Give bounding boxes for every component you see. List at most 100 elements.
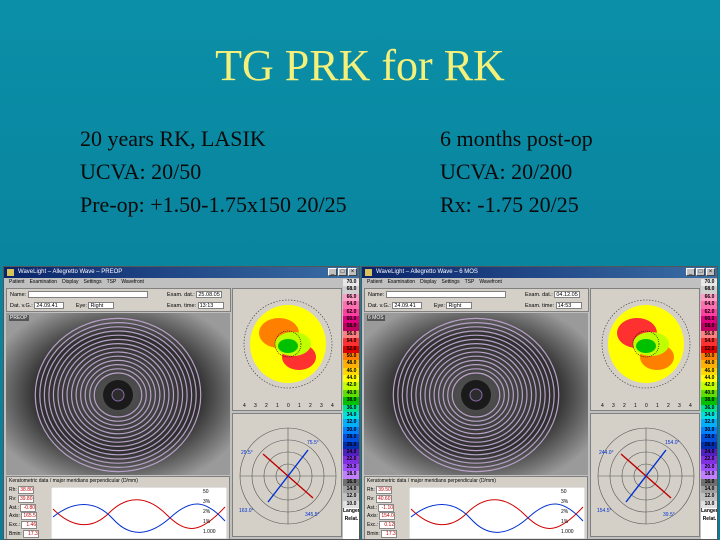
slide-title: TG PRK for RK	[215, 41, 505, 90]
profile-scale-label: 50	[203, 489, 209, 495]
postop-info: 6 months post-op UCVA: 20/200 Rx: -1.75 …	[440, 122, 593, 221]
placido-ring	[424, 347, 528, 443]
scale-step: 22.0	[701, 456, 717, 464]
minimize-button[interactable]: _	[686, 268, 695, 276]
scale-step: 14.0	[343, 485, 359, 494]
placido-ring	[66, 347, 170, 443]
scale-step: 66.0	[343, 293, 359, 302]
close-button[interactable]: ×	[348, 268, 357, 276]
menu-item[interactable]: Display	[420, 279, 437, 285]
scale-step: 68.0	[701, 286, 717, 294]
postop-line-2: UCVA: 20/200	[440, 159, 573, 184]
menu-item[interactable]: Wavefront	[121, 279, 144, 285]
profile-scale-label: 2%	[561, 509, 569, 515]
map-axis-tick: 4	[331, 403, 334, 409]
scale-step: 18.0	[701, 471, 717, 479]
menu-bar: Patient Examination Display Settings TSP Wave…	[362, 278, 717, 287]
maximize-button[interactable]: □	[696, 268, 705, 276]
eye-field[interactable]: Right	[446, 302, 473, 309]
placido-image[interactable]: 6 MOS	[364, 313, 588, 475]
menu-item[interactable]: Examination	[29, 279, 58, 285]
menu-item[interactable]: Wavefront	[479, 279, 502, 285]
menu-item[interactable]: Settings	[441, 279, 460, 285]
exam-time-field[interactable]: 13:13	[197, 302, 224, 309]
scale-step: 64.0	[701, 301, 717, 309]
exam-date-field[interactable]: 25.08.05	[196, 291, 223, 298]
placido-ring	[75, 355, 161, 435]
postop-topography-window: WaveLight – Allegretto Wave – 6 MOS _ □ …	[361, 266, 718, 540]
placido-ring	[428, 351, 524, 439]
exam-date-label: Exam. dat.:	[525, 291, 553, 298]
eye-field[interactable]: Right	[88, 302, 115, 309]
placido-ring	[419, 342, 533, 448]
profile-scale-label: 3%	[203, 499, 211, 505]
scale-step: 14.0	[701, 485, 717, 494]
maximize-button[interactable]: □	[338, 268, 347, 276]
eye-label: Eye:	[433, 302, 445, 309]
window-title: WaveLight – Allegretto Wave – 6 MOS	[376, 269, 478, 275]
menu-item[interactable]: TSP	[106, 279, 117, 285]
polar-plot[interactable]: 29.5° 75.5° 163.0° 345.5°	[232, 413, 342, 537]
scale-step: 18.0	[343, 471, 359, 479]
scale-step: 58.0	[343, 323, 359, 331]
angle-label-4: 39.5°	[663, 512, 675, 518]
scale-step: 36.0	[701, 404, 717, 413]
placido-ring	[433, 355, 519, 435]
scale-step: Langen	[701, 508, 718, 516]
scale-step: 50.0	[701, 352, 717, 361]
keratometry-row: Exc.: 0.12	[367, 521, 396, 530]
curvature-map[interactable]: 4 3 2 1 0 1 2 3 4	[232, 288, 342, 411]
scale-step: 32.0	[343, 419, 359, 427]
curvature-map[interactable]: 4 3 2 1 0 1 2 3 4	[590, 288, 700, 411]
menu-item[interactable]: Patient	[9, 279, 25, 285]
dob-field[interactable]: 24.09.41	[34, 302, 65, 309]
scale-step: 38.0	[701, 397, 717, 405]
exam-time-label: Exam. time:	[525, 302, 555, 309]
dob-field[interactable]: 24.09.41	[392, 302, 423, 309]
placido-ring	[48, 330, 188, 460]
angle-label-1: 244.0°	[599, 450, 614, 456]
name-field[interactable]	[385, 291, 506, 298]
profile-scale-label: 1.000	[561, 529, 574, 535]
menu-item[interactable]: Patient	[367, 279, 383, 285]
menu-item[interactable]: Settings	[83, 279, 102, 285]
angle-label-4: 345.5°	[305, 512, 320, 518]
menu-item[interactable]: Display	[62, 279, 79, 285]
postop-line-3: Rx: -1.75 20/25	[440, 192, 579, 217]
menu-bar: Patient Examination Display Settings TSP Wave…	[4, 278, 359, 287]
name-field[interactable]	[27, 291, 148, 298]
polar-plot-graphic: 29.5° 75.5° 163.0° 345.5°	[239, 427, 337, 525]
exam-date-field[interactable]: 04.12.05	[554, 291, 581, 298]
map-axis-tick: 1	[634, 403, 637, 409]
menu-item[interactable]: TSP	[464, 279, 475, 285]
polar-plot[interactable]: 244.0° 154.0° 154.5° 39.5°	[590, 413, 700, 537]
scale-step: 52.0	[701, 345, 717, 353]
scale-step: 66.0	[701, 293, 717, 302]
app-icon	[365, 269, 372, 276]
exam-time-field[interactable]: 14:53	[555, 302, 582, 309]
placido-image[interactable]: PREOP	[6, 313, 230, 475]
placido-ring	[39, 321, 197, 469]
image-label: 6 MOS	[367, 315, 385, 321]
profile-scale-label: 3%	[561, 499, 569, 505]
scale-step: 42.0	[701, 382, 717, 390]
scale-step: 26.0	[343, 441, 359, 449]
title-bar[interactable]: WaveLight – Allegretto Wave – 6 MOS _ □ …	[362, 267, 717, 278]
keratometry-row: Rh: 39.50	[367, 486, 392, 494]
close-button[interactable]: ×	[706, 268, 715, 276]
scale-step: 46.0	[343, 367, 359, 376]
scale-step: 26.0	[701, 441, 717, 449]
scale-step: 12.0	[343, 493, 359, 501]
polar-plot-graphic: 244.0° 154.0° 154.5° 39.5°	[597, 427, 695, 525]
map-axis-tick: 1	[276, 403, 279, 409]
scale-step: 48.0	[701, 360, 717, 368]
scale-step: 12.0	[701, 493, 717, 501]
placido-ring	[43, 326, 193, 464]
keratometry-header: Keratometric data / major meridians perp…	[9, 478, 138, 484]
menu-item[interactable]: Examination	[387, 279, 416, 285]
scale-step: 22.0	[343, 456, 359, 464]
title-bar[interactable]: WaveLight – Allegretto Wave – PREOP _ □ …	[4, 267, 359, 278]
minimize-button[interactable]: _	[328, 268, 337, 276]
keratometry-row: Rv: 39.80	[9, 494, 34, 503]
placido-ring	[93, 372, 143, 418]
